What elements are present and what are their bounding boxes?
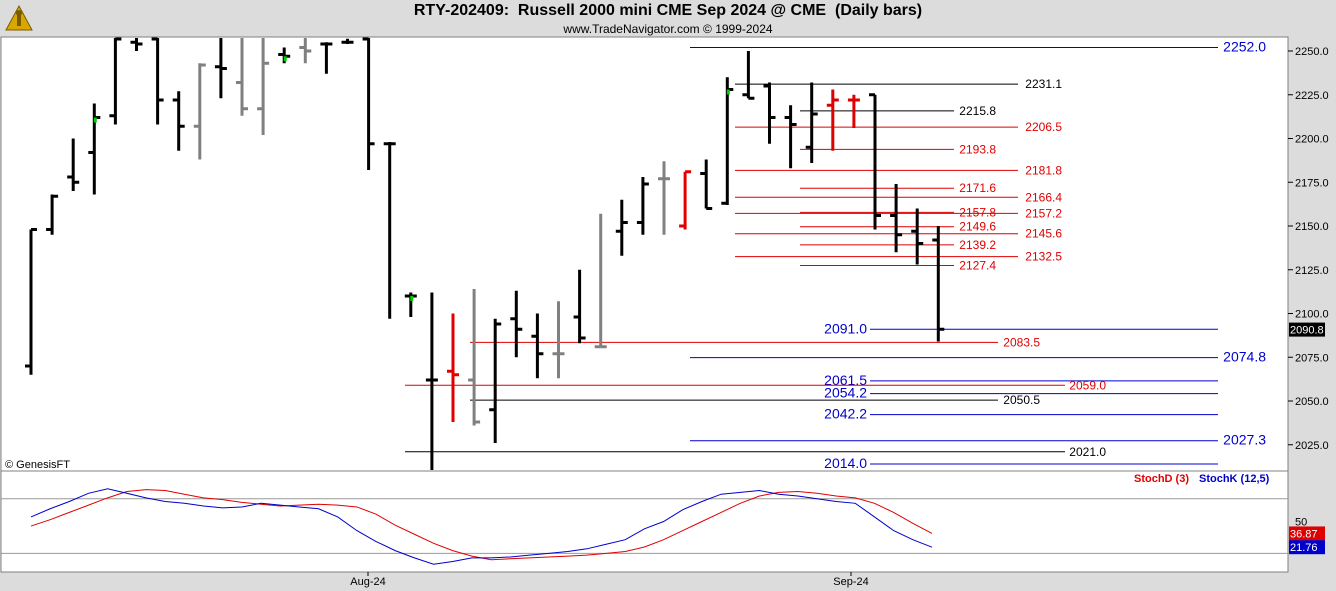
level-label: 2181.8	[1025, 163, 1062, 177]
level-label: 2193.8	[959, 142, 996, 156]
stoch-tick-label: 50	[1295, 517, 1307, 529]
bars-layer	[25, 37, 945, 470]
stochastic-panel	[0, 470, 1289, 573]
level-label: 2042.2	[824, 406, 867, 422]
level-label: 2050.5	[1003, 393, 1040, 407]
y-tick-label: 2150.0	[1295, 221, 1329, 233]
level-label: 2074.8	[1223, 349, 1266, 365]
stoch-value-badge	[1289, 540, 1325, 555]
level-label: 2061.5	[824, 372, 867, 388]
level-label: 2027.3	[1223, 432, 1266, 448]
level-label: 2132.5	[1025, 250, 1062, 264]
y-tick-label: 2100.0	[1295, 309, 1329, 321]
watermark: © GenesisFT	[5, 459, 70, 471]
level-label: 2149.6	[959, 220, 996, 234]
y-tick-label: 2175.0	[1295, 177, 1329, 189]
level-label: 2014.0	[824, 455, 867, 471]
y-tick-label: 2050.0	[1295, 396, 1329, 408]
level-label: 2252.0	[1223, 39, 1266, 55]
level-label: 2054.2	[824, 385, 867, 401]
level-label: 2091.0	[824, 320, 867, 336]
stoch-value-label: 21.76	[1290, 542, 1318, 554]
level-label: 2171.6	[959, 181, 996, 195]
x-tick-label: Aug-24	[350, 576, 385, 588]
level-label: 2127.4	[959, 259, 996, 273]
level-label: 2083.5	[1003, 335, 1040, 349]
y-tick-label: 2250.0	[1295, 46, 1329, 58]
y-tick-label: 2125.0	[1295, 265, 1329, 277]
price-panel	[0, 36, 1289, 472]
level-label: 2157.2	[1025, 206, 1062, 220]
level-label: 2145.6	[1025, 227, 1062, 241]
level-label: 2021.0	[1069, 445, 1106, 459]
stoch-value-label: 36.87	[1290, 528, 1318, 540]
chart-title: RTY-202409: Russell 2000 mini CME Sep 20…	[413, 2, 923, 19]
last-price-badge	[1289, 322, 1325, 337]
chart-subtitle: www.TradeNavigator.com © 1999-2024	[563, 22, 773, 36]
y-tick-label: 2225.0	[1295, 90, 1329, 102]
legend-stochd: StochD (3)	[1134, 473, 1189, 485]
legend-stochk: StochK (12,5)	[1199, 473, 1270, 485]
stoch-value-badge	[1289, 526, 1325, 541]
y-tick-label: 2200.0	[1295, 134, 1329, 146]
level-label: 2059.0	[1069, 378, 1106, 392]
trade-navigator-logo-icon	[4, 4, 34, 34]
level-label: 2231.1	[1025, 77, 1062, 91]
y-tick-label: 2075.0	[1295, 352, 1329, 364]
stoch-line-blue	[30, 488, 933, 565]
level-label: 2166.4	[1025, 190, 1062, 204]
level-label: 2215.8	[959, 104, 996, 118]
level-label: 2206.5	[1025, 120, 1062, 134]
last-price-label: 2090.8	[1290, 325, 1324, 337]
axis-layer: 2025.0 2050.0 2075.0 2100.0 2125.0 2150.0 2175…	[350, 46, 1328, 588]
level-label: 2139.2	[959, 238, 996, 252]
y-tick-label: 2025.0	[1295, 440, 1329, 452]
level-label: 2157.8	[959, 205, 996, 219]
x-tick-label: Sep-24	[833, 576, 868, 588]
